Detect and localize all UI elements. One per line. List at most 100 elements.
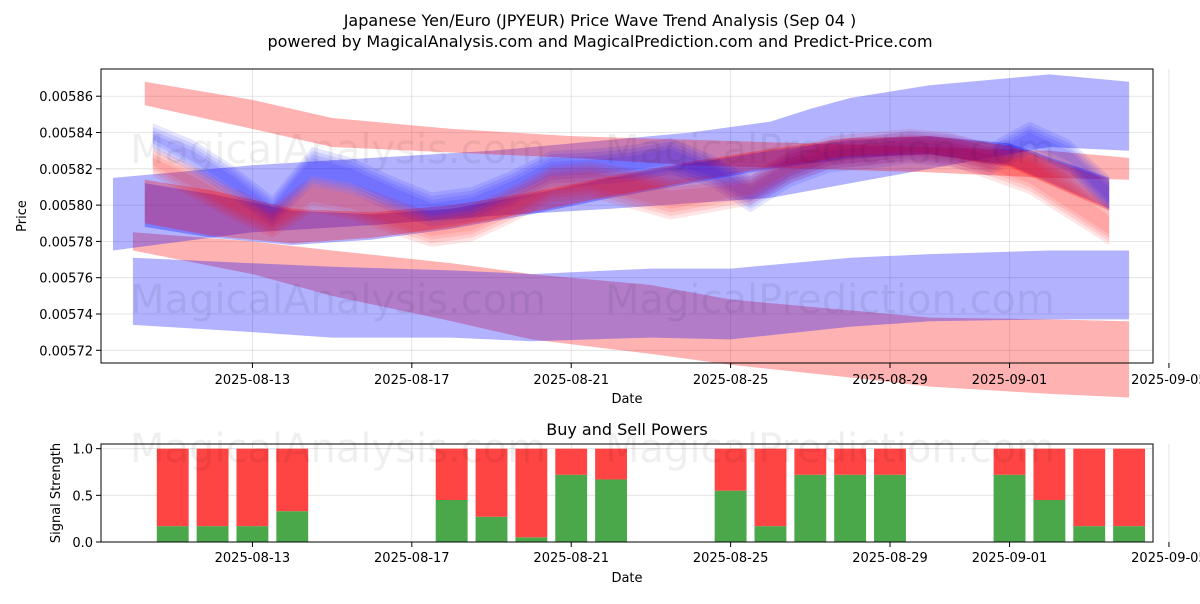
sell-bar-2025-08-21 — [555, 448, 588, 475]
price-band-6-layer-3 — [152, 121, 1110, 216]
signal-y-axis-label: Signal Strength — [49, 443, 64, 543]
price-x-ticks: 2025-08-13 2025-08-17 2025-08-21 2025-08-25… — [215, 363, 1200, 388]
buy-bar-2025-08-13 — [236, 526, 269, 542]
buy-bar-2025-09-02 — [1033, 500, 1066, 542]
signal-x-ticks: 2025-08-13 2025-08-17 2025-08-21 2025-08-25… — [215, 542, 1200, 566]
sell-bar-2025-08-13 — [236, 448, 269, 527]
buy-bar-2025-09-01 — [993, 474, 1026, 542]
sell-bar-2025-08-28 — [834, 448, 867, 475]
buy-bar-2025-08-18 — [435, 500, 468, 542]
sell-bar-2025-08-11 — [156, 448, 189, 527]
sell-bar-2025-08-27 — [794, 448, 827, 475]
buy-bar-2025-08-21 — [555, 474, 588, 542]
signal-x-tick-label: 2025-09-01 — [972, 551, 1048, 566]
signal-x-tick-label: 2025-08-25 — [693, 551, 769, 566]
sell-bar-2025-08-22 — [595, 448, 627, 480]
watermark-bottom-right: MagicalPrediction.com — [605, 426, 1055, 472]
buy-bar-2025-09-03 — [1073, 526, 1106, 542]
sell-bar-2025-09-03 — [1073, 448, 1106, 527]
price-x-tick-label: 2025-08-13 — [215, 373, 291, 388]
price-band-4-layer-0 — [144, 136, 1110, 245]
chart-subtitle: powered by MagicalAnalysis.com and Magic… — [267, 32, 932, 51]
price-band-7-layer-0 — [152, 136, 1110, 244]
watermark-top-right: MagicalPrediction.com — [605, 127, 1055, 173]
price-y-tick-label: 0.00584 — [39, 127, 93, 142]
signal-plot: Buy and Sell Powers MagicalAnalysis.com … — [49, 420, 1200, 586]
price-grid — [101, 69, 1170, 363]
signal-y-ticks: 0.0 0.5 1.0 — [72, 443, 101, 551]
sell-bar-2025-08-12 — [196, 448, 229, 527]
watermark-bottom-left: MagicalAnalysis.com — [130, 426, 546, 472]
signal-y-tick-label: 1.0 — [72, 443, 93, 458]
signal-plot-frame — [100, 443, 1154, 543]
chart-title: Japanese Yen/Euro (JPYEUR) Price Wave Tr… — [343, 11, 857, 30]
buy-bar-2025-08-29 — [874, 474, 906, 542]
signal-y-tick-label: 0.5 — [72, 489, 93, 504]
signal-chart-title: Buy and Sell Powers — [546, 420, 708, 439]
price-band-6-layer-0 — [152, 128, 1110, 224]
price-band-7-layer-1 — [152, 132, 1110, 240]
price-band-7-layer-2 — [152, 139, 1110, 247]
price-bands — [113, 74, 1130, 398]
price-band-1-layer-0 — [132, 250, 1130, 342]
price-x-tick-label: 2025-08-17 — [374, 373, 450, 388]
price-y-tick-label: 0.00580 — [39, 199, 93, 214]
sell-bar-2025-08-25 — [714, 448, 747, 491]
watermark-mid-left: MagicalAnalysis.com — [130, 277, 546, 323]
sell-bar-2025-08-20 — [515, 448, 548, 538]
price-x-axis-label: Date — [611, 392, 642, 407]
price-x-tick-label: 2025-09-01 — [972, 373, 1048, 388]
signal-x-axis-label: Date — [611, 571, 642, 586]
price-plot-frame — [100, 68, 1154, 364]
price-band-2-layer-0 — [113, 74, 1130, 251]
price-band-6-layer-1 — [152, 125, 1110, 220]
buy-bar-2025-08-12 — [196, 526, 229, 542]
price-y-tick-label: 0.00576 — [39, 272, 93, 287]
price-band-7-layer-3 — [152, 128, 1110, 236]
price-y-tick-label: 0.00582 — [39, 163, 93, 178]
price-x-tick-label: 2025-08-29 — [852, 373, 928, 388]
price-y-tick-label: 0.00586 — [39, 90, 93, 105]
watermark-top-left: MagicalAnalysis.com — [130, 127, 546, 173]
buy-bar-2025-08-26 — [754, 526, 787, 542]
signal-y-tick-label: 0.0 — [72, 536, 93, 551]
price-plot: MagicalAnalysis.com MagicalPrediction.co… — [15, 68, 1200, 407]
price-x-tick-label: 2025-08-21 — [533, 373, 609, 388]
buy-bar-2025-08-22 — [595, 479, 627, 542]
sell-bar-2025-08-14 — [276, 448, 309, 512]
buy-bar-2025-08-28 — [834, 474, 867, 542]
price-plot-background — [101, 69, 1153, 363]
sell-bar-2025-08-18 — [435, 448, 468, 500]
price-band-6-layer-2 — [152, 132, 1110, 227]
price-y-tick-label: 0.00578 — [39, 235, 93, 250]
price-band-0-layer-0 — [132, 232, 1130, 398]
price-y-ticks: 0.00572 0.00574 0.00576 0.00578 0.00580 0.005… — [39, 90, 101, 359]
price-y-axis-label: Price — [15, 200, 30, 232]
sell-bar-2025-09-02 — [1033, 448, 1066, 500]
signal-x-tick-label: 2025-08-29 — [852, 551, 928, 566]
buy-bar-2025-08-25 — [714, 490, 747, 542]
signal-x-tick-label: 2025-08-13 — [215, 551, 291, 566]
price-y-tick-label: 0.00574 — [39, 308, 93, 323]
signal-x-tick-label: 2025-08-17 — [374, 551, 450, 566]
sell-bar-2025-08-26 — [754, 448, 787, 527]
buy-bar-2025-08-11 — [156, 526, 189, 542]
buy-bar-2025-08-14 — [276, 511, 309, 542]
buy-bar-2025-08-27 — [794, 474, 827, 542]
price-y-tick-label: 0.00572 — [39, 344, 93, 359]
signal-x-tick-label: 2025-09-05 — [1131, 551, 1200, 566]
sell-bar-2025-09-04 — [1113, 448, 1146, 527]
price-band-5-layer-0 — [144, 136, 1110, 244]
sell-bar-2025-08-19 — [475, 448, 508, 517]
sell-bar-2025-09-01 — [993, 448, 1026, 475]
buy-bar-2025-09-04 — [1113, 526, 1146, 542]
watermark-mid-right: MagicalPrediction.com — [605, 277, 1055, 323]
signal-bars — [156, 448, 1146, 542]
sell-bar-2025-08-29 — [874, 448, 906, 475]
buy-bar-2025-08-20 — [515, 537, 548, 542]
price-x-tick-label: 2025-09-05 — [1131, 373, 1200, 388]
buy-bar-2025-08-19 — [475, 516, 508, 542]
price-band-3-layer-0 — [144, 81, 1130, 180]
